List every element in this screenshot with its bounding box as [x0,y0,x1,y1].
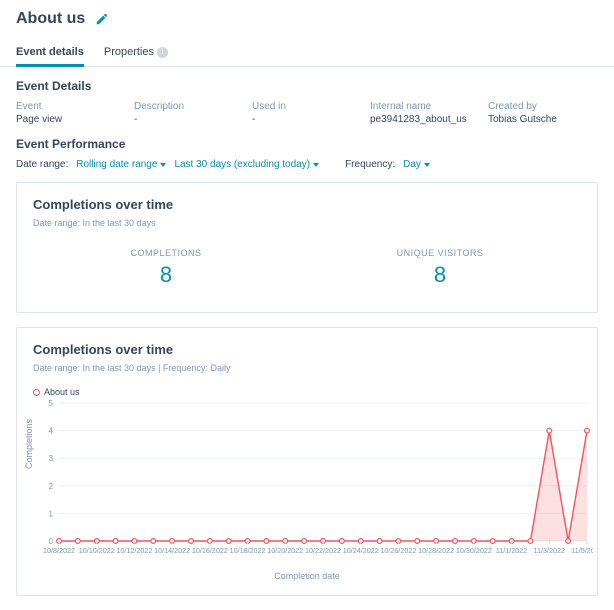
metric-label: COMPLETIONS [131,248,202,258]
svg-text:10/12/2022: 10/12/2022 [116,546,152,555]
chart-title: Completions over time [33,342,581,357]
chevron-down-icon [313,163,319,167]
range-type-select[interactable]: Rolling date range [76,159,166,170]
svg-text:10/22/2022: 10/22/2022 [305,546,341,555]
svg-text:10/26/2022: 10/26/2022 [380,546,416,555]
tabs: Event details Propertiesi [0,28,614,67]
chart-subtitle: Date range: In the last 30 days | Freque… [33,363,581,373]
event-performance-section: Event Performance Date range: Rolling da… [0,137,614,182]
legend-label: About us [44,387,80,397]
info-icon: i [157,47,168,58]
svg-text:10/14/2022: 10/14/2022 [154,546,190,555]
svg-text:3: 3 [49,454,54,463]
detail-item: Internal name pe3941283_about_us [370,101,480,125]
summary-card: Completions over time Date range: In the… [16,182,598,313]
detail-value: - [252,114,362,125]
svg-text:10/8/2022: 10/8/2022 [43,546,75,555]
svg-text:2: 2 [49,482,54,491]
event-details-section: Event Details EventPage viewDescription-… [0,67,614,137]
tab-properties[interactable]: Propertiesi [104,38,168,66]
chart-card: Completions over time Date range: In the… [16,327,598,596]
event-performance-title: Event Performance [16,137,598,151]
svg-text:5: 5 [49,399,54,408]
detail-item: Used in - [252,101,362,125]
svg-text:4: 4 [49,427,54,436]
completions-chart: 0 1 2 3 4 5 10/8/2022 10/10/202210/12/202210/14… [33,397,593,567]
detail-value: Page view [16,114,126,125]
svg-text:11/3/2022: 11/3/2022 [534,546,565,555]
page-title: About us [16,10,85,28]
svg-text:10/20/2022: 10/20/2022 [267,546,303,555]
detail-item: Event Page view [16,101,126,125]
detail-value: Tobias Gutsche [488,114,598,125]
metric: UNIQUE VISITORS 8 [397,248,484,288]
range-value-select[interactable]: Last 30 days (excluding today) [174,159,319,170]
detail-value: pe3941283_about_us [370,114,480,125]
x-axis-label: Completion date [33,571,581,581]
detail-label: Internal name [370,101,480,112]
frequency-label: Frequency: [345,159,395,170]
summary-title: Completions over time [33,197,581,212]
metric-value: 8 [131,262,202,288]
svg-text:1: 1 [49,509,54,518]
metric-value: 8 [397,262,484,288]
y-axis-label: Completions [24,419,34,469]
metric: COMPLETIONS 8 [131,248,202,288]
detail-value: - [134,114,244,125]
svg-text:10/24/2022: 10/24/2022 [343,546,379,555]
svg-text:10/18/2022: 10/18/2022 [230,546,266,555]
svg-text:10/30/2022: 10/30/2022 [456,546,492,555]
svg-text:11/5/2022: 11/5/2022 [571,546,593,555]
detail-label: Created by [488,101,598,112]
chart-legend: About us [33,387,581,397]
metric-label: UNIQUE VISITORS [397,248,484,258]
detail-item: Created by Tobias Gutsche [488,101,598,125]
summary-subtitle: Date range: In the last 30 days [33,218,581,228]
detail-label: Used in [252,101,362,112]
svg-text:10/16/2022: 10/16/2022 [192,546,228,555]
svg-text:10/10/2022: 10/10/2022 [79,546,115,555]
svg-text:0: 0 [49,537,54,546]
legend-marker-icon [33,389,40,396]
tab-event-details[interactable]: Event details [16,38,84,66]
edit-icon[interactable] [95,12,109,26]
svg-text:10/28/2022: 10/28/2022 [418,546,454,555]
detail-label: Description [134,101,244,112]
date-range-label: Date range: [16,159,68,170]
chevron-down-icon [160,163,166,167]
event-details-title: Event Details [16,79,598,93]
detail-item: Description - [134,101,244,125]
frequency-select[interactable]: Day [403,159,430,170]
chevron-down-icon [424,163,430,167]
svg-text:11/1/2022: 11/1/2022 [496,546,527,555]
detail-label: Event [16,101,126,112]
